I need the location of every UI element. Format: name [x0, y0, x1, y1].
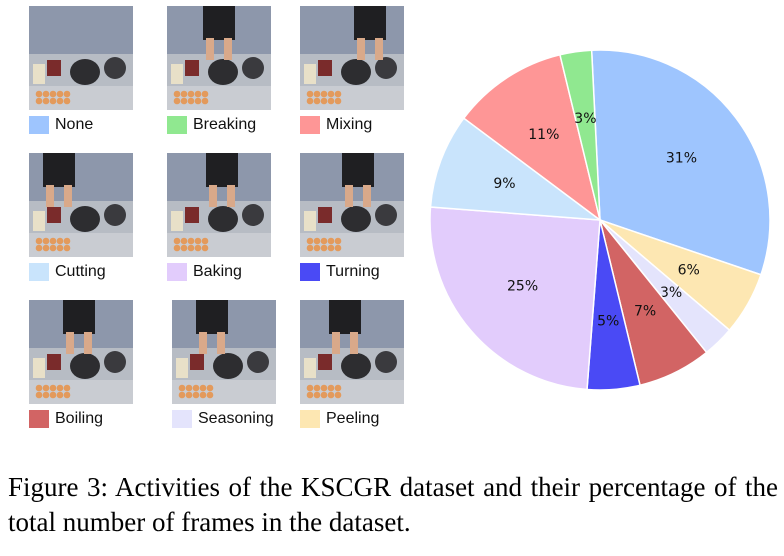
activity-cell-none: None [29, 6, 133, 136]
legend-entry-seasoning: Seasoning [172, 408, 274, 430]
kitchen-frame-image [29, 153, 133, 257]
legend-label: Mixing [326, 116, 373, 133]
kitchen-frame-image [172, 300, 276, 404]
kitchen-frame-image [29, 300, 133, 404]
legend-label: Turning [326, 263, 380, 280]
kitchen-frame-image [300, 153, 404, 257]
legend-label: Boiling [55, 410, 104, 427]
legend-swatch [29, 116, 49, 134]
activity-cell-mixing: Mixing [300, 6, 404, 136]
legend-entry-baking: Baking [167, 261, 242, 283]
legend-entry-breaking: Breaking [167, 114, 256, 136]
pie-slice-mixing [462, 53, 602, 222]
pie-slice-cutting [429, 117, 603, 221]
legend-swatch [172, 410, 192, 428]
legend-entry-cutting: Cutting [29, 261, 106, 283]
kitchen-frame-image [167, 153, 271, 257]
legend-label: Breaking [193, 116, 257, 133]
activity-cell-cutting: Cutting [29, 153, 133, 283]
legend-label: Seasoning [198, 410, 274, 427]
pie-label-baking: 25% [507, 278, 538, 294]
figure-caption: Figure 3: Activities of the KSCGR datase… [8, 472, 778, 537]
kitchen-frame-image [29, 6, 133, 110]
legend-entry-turning: Turning [300, 261, 380, 283]
kitchen-frame-image [167, 6, 271, 110]
pie-label-none: 31% [666, 151, 697, 167]
legend-swatch [29, 263, 49, 281]
activity-cell-turning: Turning [300, 153, 404, 283]
legend-entry-none: None [29, 114, 93, 136]
pie-label-peeling: 6% [678, 262, 700, 278]
legend-entry-peeling: Peeling [300, 408, 379, 430]
kitchen-frame-image [300, 300, 404, 404]
pie-label-seasoning: 3% [660, 285, 682, 301]
pie-label-boiling: 7% [634, 304, 656, 320]
kitchen-frame-image [300, 6, 404, 110]
legend-swatch [300, 410, 320, 428]
legend-label: Cutting [55, 263, 106, 280]
legend-swatch [29, 410, 49, 428]
legend-label: None [55, 116, 94, 133]
pie-label-mixing: 11% [528, 127, 559, 143]
legend-swatch [300, 263, 320, 281]
pie-slice-none [590, 49, 771, 276]
legend-entry-boiling: Boiling [29, 408, 103, 430]
pie-label-cutting: 9% [493, 176, 515, 192]
activity-cell-baking: Baking [167, 153, 271, 283]
legend-label: Peeling [326, 410, 380, 427]
activity-cell-boiling: Boiling [29, 300, 133, 430]
legend-swatch [300, 116, 320, 134]
legend-swatch [167, 263, 187, 281]
pie-label-breaking: 3% [574, 111, 596, 127]
activity-grid: None Breaking Mixing Cutting Baking [0, 0, 420, 440]
activity-pie-chart: 31%6%3%7%5%25%9%11%3% [429, 49, 771, 391]
pie-slice-baking [429, 206, 601, 391]
legend-swatch [167, 116, 187, 134]
pie-slice-breaking [559, 49, 601, 221]
legend-label: Baking [193, 263, 242, 280]
activity-cell-peeling: Peeling [300, 300, 404, 430]
pie-label-turning: 5% [597, 314, 619, 330]
activity-cell-seasoning: Seasoning [172, 300, 276, 430]
activity-cell-breaking: Breaking [167, 6, 271, 136]
legend-entry-mixing: Mixing [300, 114, 372, 136]
